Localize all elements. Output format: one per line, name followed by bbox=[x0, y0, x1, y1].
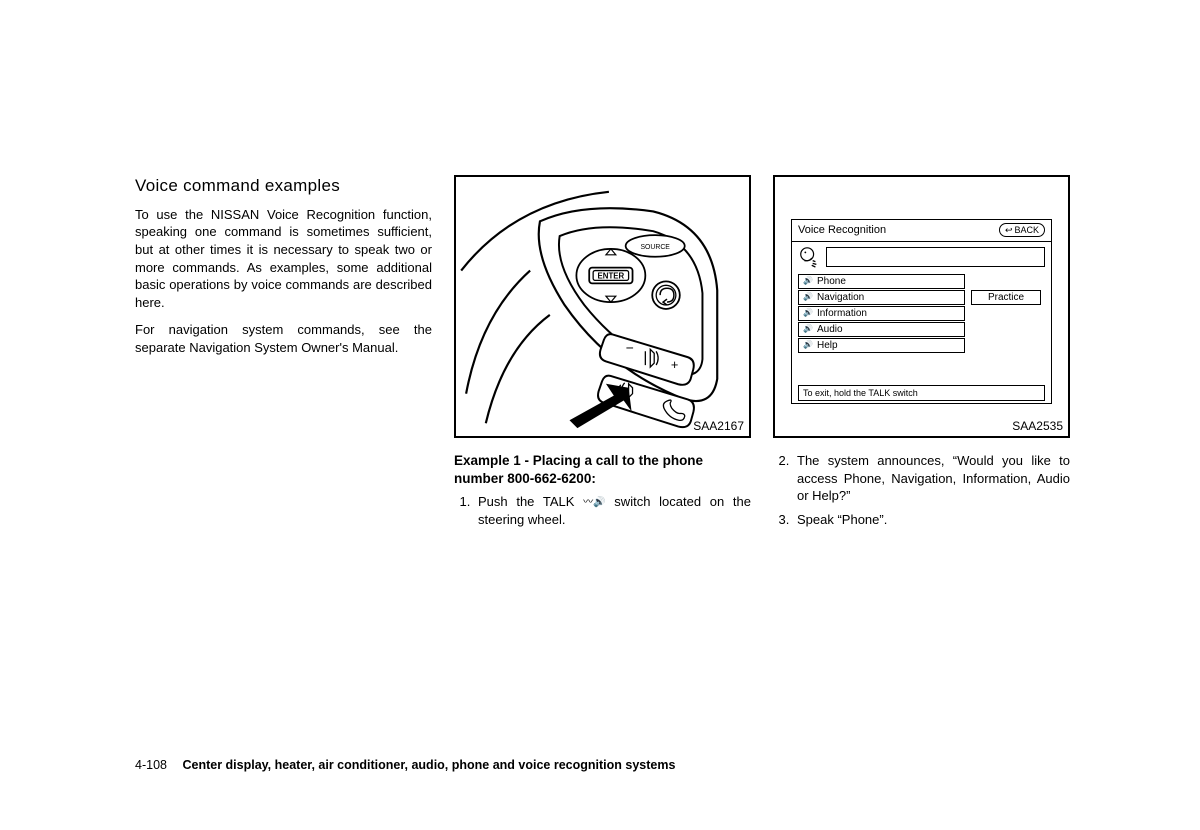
vr-title: Voice Recognition bbox=[798, 223, 886, 238]
example-1-caption: Example 1 - Placing a call to the phone … bbox=[454, 452, 751, 487]
steps-col3: The system announces, “Would you like to… bbox=[773, 452, 1070, 528]
vr-item-information: 🔊Information bbox=[798, 306, 965, 321]
sound-icon: 🔊 bbox=[803, 276, 813, 287]
figure-2-label: SAA2535 bbox=[1012, 418, 1063, 434]
back-button: ↩ BACK bbox=[999, 223, 1045, 237]
vr-menu: 🔊Phone 🔊Navigation Practice 🔊Information… bbox=[792, 274, 1051, 353]
page-number: 4-108 bbox=[135, 758, 167, 772]
vr-practice: Practice bbox=[971, 290, 1041, 305]
figure-steering-wheel: SOURCE ENTER − + bbox=[454, 175, 751, 438]
vr-item-phone: 🔊Phone bbox=[798, 274, 965, 289]
vr-exit-note: To exit, hold the TALK switch bbox=[798, 385, 1045, 401]
talk-inline-icon: 〰🔊 bbox=[583, 496, 605, 510]
vr-item-audio: 🔊Audio bbox=[798, 322, 965, 337]
vr-header: Voice Recognition ↩ BACK bbox=[792, 220, 1051, 242]
sound-icon: 🔊 bbox=[803, 340, 813, 351]
column-1: Voice command examples To use the NISSAN… bbox=[135, 175, 432, 534]
step-1: Push the TALK 〰🔊 switch located on the s… bbox=[474, 493, 751, 528]
page-content: Voice command examples To use the NISSAN… bbox=[135, 175, 1070, 534]
sound-icon: 🔊 bbox=[803, 324, 813, 335]
vr-input-box bbox=[826, 247, 1045, 267]
enter-button-label: ENTER bbox=[598, 271, 625, 280]
sound-icon: 🔊 bbox=[803, 292, 813, 303]
section-heading: Voice command examples bbox=[135, 175, 432, 198]
vr-speak-row bbox=[792, 242, 1051, 274]
paragraph-2: For navigation system commands, see the … bbox=[135, 321, 432, 356]
step-2: The system announces, “Would you like to… bbox=[793, 452, 1070, 505]
svg-text:+: + bbox=[671, 357, 678, 372]
speaking-face-icon bbox=[798, 246, 820, 268]
sound-icon: 🔊 bbox=[803, 308, 813, 319]
column-2: SOURCE ENTER − + bbox=[454, 175, 751, 534]
back-arrow-icon: ↩ bbox=[1005, 224, 1013, 236]
vr-item-help: 🔊Help bbox=[798, 338, 965, 353]
figure-1-label: SAA2167 bbox=[693, 418, 744, 434]
footer-title: Center display, heater, air conditioner,… bbox=[182, 758, 675, 772]
vr-screen: Voice Recognition ↩ BACK bbox=[791, 219, 1052, 404]
step-3: Speak “Phone”. bbox=[793, 511, 1070, 529]
figure-voice-recognition-screen: Voice Recognition ↩ BACK bbox=[773, 175, 1070, 438]
steering-wheel-illustration: SOURCE ENTER − + bbox=[456, 177, 749, 436]
svg-text:−: − bbox=[626, 340, 634, 355]
page-footer: 4-108 Center display, heater, air condit… bbox=[135, 758, 675, 772]
vr-item-navigation: 🔊Navigation bbox=[798, 290, 965, 305]
source-button-label: SOURCE bbox=[640, 244, 670, 251]
steps-col2: Push the TALK 〰🔊 switch located on the s… bbox=[454, 493, 751, 528]
column-3: Voice Recognition ↩ BACK bbox=[773, 175, 1070, 534]
paragraph-1: To use the NISSAN Voice Recognition func… bbox=[135, 206, 432, 311]
